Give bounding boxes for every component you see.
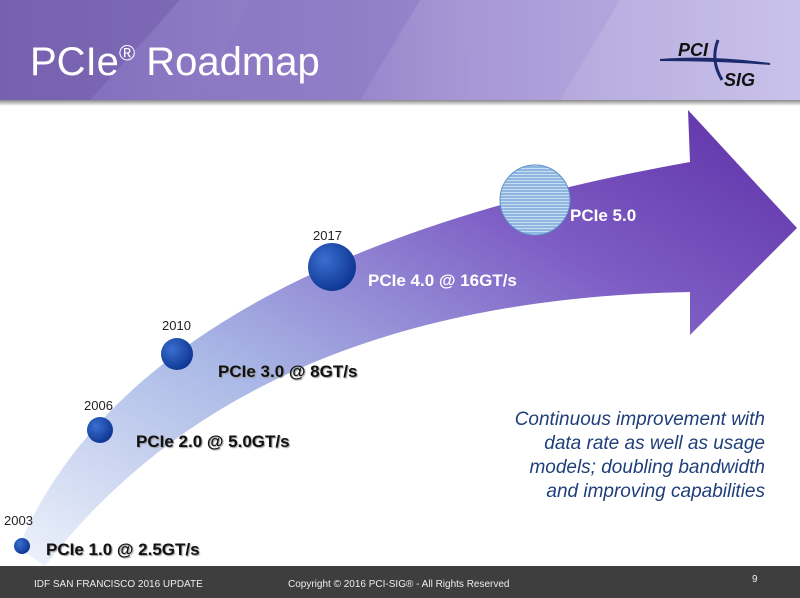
copyright: Copyright © 2016 PCI-SIG® - All Rights R… [288,579,510,590]
milestone-label: PCIe 1.0 @ 2.5GT/s [46,540,200,559]
milestone-label: PCIe 4.0 @ 16GT/s [368,271,517,290]
arrow-body [18,110,797,566]
milestone-dot [308,243,356,291]
pci-sig-logo: PCI SIG [659,38,780,90]
milestone-label: PCIe 5.0 [570,206,637,225]
milestone-dot [161,338,193,370]
header-pattern [0,0,620,100]
roadmap-arrow [14,110,797,566]
page-title: PCIe® Roadmap [30,40,320,84]
milestone-dot [87,417,113,443]
event-label: IDF SAN FRANCISCO 2016 UPDATE [34,579,203,590]
note-line: models; doubling bandwidth [529,457,765,478]
page-number: 9 [752,574,758,585]
milestone-label: PCIe 2.0 @ 5.0GT/s [136,432,290,451]
year-label: 2017 [313,228,342,243]
roadmap-note: Continuous improvement with data rate as… [440,408,765,504]
milestone-dot-future [499,164,571,236]
milestone-label: PCIe 3.0 @ 8GT/s [218,362,358,381]
year-label: 2006 [84,398,113,413]
header-divider [0,100,800,106]
year-label: 2003 [4,513,33,528]
note-line: data rate as well as usage [544,433,765,454]
year-label: 2010 [162,318,191,333]
slide-footer: IDF SAN FRANCISCO 2016 UPDATE Copyright … [0,566,800,598]
slide-header: PCIe® Roadmap PCI SIG [0,0,800,100]
milestone-dot [14,538,30,554]
note-line: Continuous improvement with [514,409,765,430]
note-line: and improving capabilities [546,481,765,502]
svg-text:SIG: SIG [724,70,755,88]
svg-text:PCI: PCI [678,40,709,60]
